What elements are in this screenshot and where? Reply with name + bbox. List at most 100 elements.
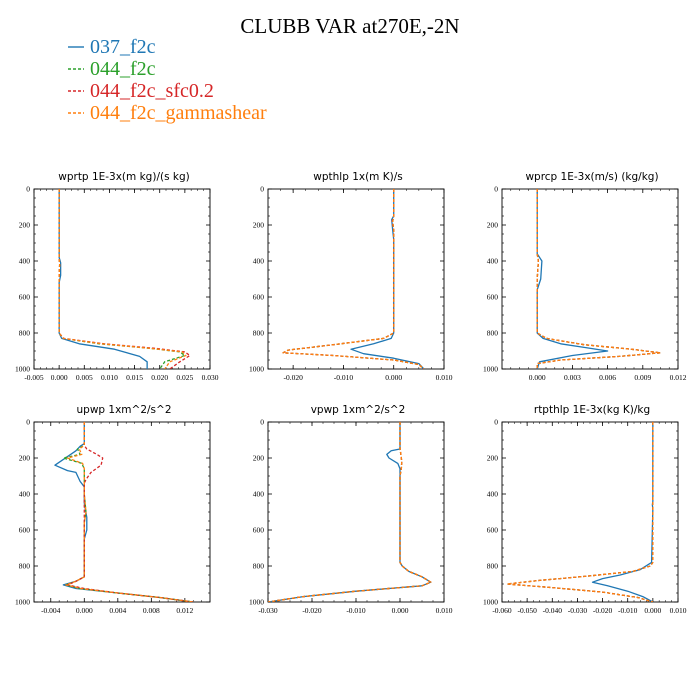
y-tick-label: 200	[253, 221, 265, 230]
x-tick-label: 0.003	[564, 373, 581, 382]
legend-label-044-f2c-gammashear: 044_f2c_gammashear	[90, 102, 267, 124]
series-line-037-f2c	[58, 189, 148, 369]
panel-rtpthlp: rtpthlp 1E-3x(kg K)/kg 0 200 400 600 800 1000…	[483, 404, 687, 615]
y-tick-label: 400	[19, 490, 31, 499]
y-tick-label: 800	[19, 562, 31, 571]
series-line-044-f2c	[62, 422, 194, 602]
series-line-044-f2c-sfc0-2	[58, 189, 191, 369]
plot-frame	[33, 421, 211, 603]
series-line-037-f2c	[350, 189, 425, 369]
x-tick-label: 0.004	[109, 606, 126, 615]
y-tick-label: 800	[253, 329, 265, 338]
y-tick-label: 400	[253, 257, 265, 266]
x-tick-label: 0.010	[436, 606, 453, 615]
y-tick-label: 0	[494, 418, 498, 427]
y-tick-label: 800	[487, 562, 499, 571]
y-tick-label: 0	[260, 418, 264, 427]
y-tick-label: 600	[19, 526, 31, 535]
x-tick-label: 0.005	[76, 373, 93, 382]
y-tick-label: 0	[260, 185, 264, 194]
x-tick-label: -0.010	[618, 606, 638, 615]
y-tick-label: 1000	[483, 365, 498, 374]
x-tick-label: -0.020	[302, 606, 322, 615]
panel-title: upwp 1xm^2/s^2	[77, 404, 172, 416]
plot-frame	[501, 188, 679, 370]
y-tick-label: 1000	[249, 365, 264, 374]
series-line-044-f2c-sfc0-2	[506, 422, 654, 602]
series-line-037-f2c	[268, 422, 432, 602]
series-line-044-f2c-gammashear	[536, 189, 662, 369]
panel-wprtp: wprtp 1E-3x(m kg)/(s kg) 0 200 400 600 800 10…	[15, 171, 219, 382]
y-tick-label: 0	[26, 185, 30, 194]
x-tick-label: 0.010	[670, 606, 687, 615]
x-tick-label: -0.030	[568, 606, 588, 615]
y-tick-label: 200	[487, 454, 499, 463]
legend: 037_f2c 044_f2c 044_f2c_sfc0.2 044_f2c_g…	[68, 36, 267, 124]
y-tick-label: 600	[487, 293, 499, 302]
legend-label-044-f2c: 044_f2c	[90, 58, 156, 80]
y-tick-label: 600	[19, 293, 31, 302]
panel-title: vpwp 1xm^2/s^2	[311, 404, 406, 416]
series-group	[536, 189, 662, 369]
x-tick-label: 0.012	[176, 606, 193, 615]
y-tick-label: 400	[19, 257, 31, 266]
y-tick-label: 0	[26, 418, 30, 427]
x-tick-label: -0.050	[517, 606, 537, 615]
x-tick-label: 0.000	[385, 373, 402, 382]
series-line-044-f2c-gammashear	[65, 422, 194, 602]
x-tick-label: -0.005	[24, 373, 44, 382]
y-tick-label: 400	[487, 490, 499, 499]
series-line-037-f2c	[536, 189, 609, 369]
x-tick-label: -0.010	[334, 373, 354, 382]
y-tick-label: 600	[487, 526, 499, 535]
y-tick-label: 800	[19, 329, 31, 338]
x-tick-label: 0.015	[126, 373, 143, 382]
x-tick-label: 0.000	[644, 606, 661, 615]
series-line-044-f2c-sfc0-2	[268, 422, 432, 602]
y-tick-label: 200	[487, 221, 499, 230]
y-tick-label: 800	[253, 562, 265, 571]
legend-label-037-f2c: 037_f2c	[90, 36, 156, 58]
x-tick-label: 0.010	[101, 373, 118, 382]
x-tick-label: 0.008	[143, 606, 160, 615]
y-tick-label: 1000	[15, 598, 30, 607]
x-tick-label: 0.000	[51, 373, 68, 382]
series-line-044-f2c-gammashear	[58, 189, 187, 369]
x-tick-label: 0.006	[599, 373, 616, 382]
y-tick-label: 600	[253, 526, 265, 535]
figure-title: CLUBB VAR at270E,-2N	[240, 14, 459, 38]
series-line-044-f2c	[268, 422, 432, 602]
x-tick-label: 0.009	[634, 373, 651, 382]
x-tick-label: 0.012	[670, 373, 687, 382]
series-group	[282, 189, 425, 369]
y-tick-label: 0	[494, 185, 498, 194]
legend-label-044-f2c-sfc0-2: 044_f2c_sfc0.2	[90, 80, 214, 102]
series-line-037-f2c	[54, 422, 194, 602]
series-group	[506, 422, 654, 602]
series-group	[58, 189, 191, 369]
y-tick-label: 400	[253, 490, 265, 499]
series-line-044-f2c-gammashear	[268, 422, 432, 602]
x-tick-label: -0.040	[543, 606, 563, 615]
x-tick-label: -0.004	[41, 606, 61, 615]
x-tick-label: 0.025	[176, 373, 193, 382]
x-tick-label: 0.000	[76, 606, 93, 615]
x-tick-label: -0.020	[593, 606, 613, 615]
x-tick-label: -0.020	[283, 373, 303, 382]
x-tick-label: -0.060	[492, 606, 512, 615]
plot-frame	[267, 188, 445, 370]
series-line-044-f2c-gammashear	[506, 422, 654, 602]
series-line-044-f2c	[58, 189, 186, 369]
panel-wpthlp: wpthlp 1x(m K)/s 0 200 400 600 800 1000 -0.020…	[249, 171, 453, 382]
x-tick-label: 0.000	[529, 373, 546, 382]
series-line-044-f2c-sfc0-2	[66, 422, 194, 602]
panel-title: wprcp 1E-3x(m/s) (kg/kg)	[525, 171, 658, 183]
series-line-044-f2c-gammashear	[282, 189, 425, 369]
plot-frame	[501, 421, 679, 603]
panel-upwp: upwp 1xm^2/s^2 0 200 400 600 800 1000 -0.004 0.…	[15, 404, 211, 615]
y-tick-label: 600	[253, 293, 265, 302]
x-tick-label: 0.020	[151, 373, 168, 382]
panel-vpwp: vpwp 1xm^2/s^2 0 200 400 600 800 1000-0.030 -0…	[249, 404, 453, 615]
series-line-037-f2c	[591, 422, 654, 602]
y-tick-label: 1000	[15, 365, 30, 374]
